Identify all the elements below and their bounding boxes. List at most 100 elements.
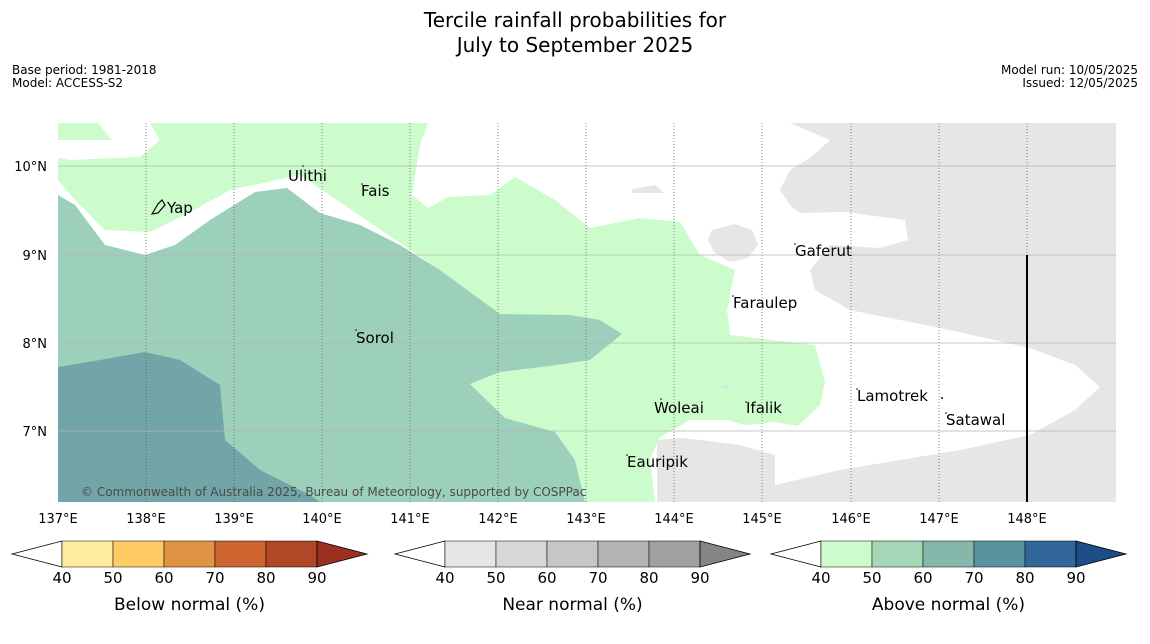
colorbar: 40 50 60 70 80 90 Near normal (%)	[393, 540, 752, 615]
place-label-yap: Yap	[166, 199, 193, 217]
place-labels: Ulithi Fais Yap Gaferut Faraulep Sorol L…	[166, 167, 1005, 471]
island-marker	[945, 412, 947, 414]
colorbar-extension-high	[1075, 540, 1128, 568]
place-label-sorol: Sorol	[356, 329, 394, 347]
colorbar-extension-high	[699, 540, 752, 568]
island-marker	[355, 329, 357, 331]
model-name: Model: ACCESS-S2	[12, 76, 124, 90]
place-label-gaferut: Gaferut	[795, 242, 852, 260]
colorbar-tick-label: 90	[307, 569, 326, 587]
colorbar-segment	[163, 540, 216, 568]
yap-island-shape	[150, 199, 166, 215]
colorbar-title: Near normal (%)	[502, 595, 642, 615]
latitude-label: 9°N	[23, 249, 48, 264]
colorbar-extension-high	[316, 540, 369, 568]
longitude-label: 148°E	[1007, 512, 1047, 527]
longitude-label: 146°E	[831, 512, 871, 527]
meta-right: Model run: 10/05/2025 Issued: 12/05/2025	[1001, 64, 1138, 90]
latitude-labels: 10°N 9°N 8°N 7°N	[14, 160, 47, 440]
copyright-note: © Commonwealth of Australia 2025, Bureau…	[81, 485, 586, 499]
colorbar-tick-label: 80	[1015, 569, 1034, 587]
island-marker	[745, 401, 747, 403]
colorbar-segment	[973, 540, 1026, 568]
colorbar-tick-label: 50	[486, 569, 505, 587]
longitude-label: 143°E	[566, 512, 606, 527]
latitude-label: 7°N	[23, 425, 48, 440]
colorbar-title: Below normal (%)	[114, 595, 265, 615]
map-title: Tercile rainfall probabilities for July …	[0, 8, 1150, 58]
title-line-1: Tercile rainfall probabilities for	[423, 8, 727, 32]
colorbar-segment	[265, 540, 318, 568]
colorbar-tick-label: 80	[256, 569, 275, 587]
above-normal-50-region	[58, 123, 825, 502]
colorbar-segment	[648, 540, 701, 568]
place-label-fais: Fais	[361, 182, 390, 200]
longitude-label: 139°E	[214, 512, 254, 527]
colorbar-segment	[820, 540, 873, 568]
colorbar-tick-label: 60	[537, 569, 556, 587]
island-markers	[302, 165, 947, 456]
colorbar-tick-label: 40	[52, 569, 71, 587]
longitude-label: 144°E	[654, 512, 694, 527]
place-label-eauripik: Eauripik	[627, 453, 688, 471]
longitude-label: 147°E	[919, 512, 959, 527]
colorbar-tick-label: 80	[639, 569, 658, 587]
longitude-label: 142°E	[478, 512, 518, 527]
island-marker	[660, 398, 662, 400]
colorbar-tick-label: 60	[913, 569, 932, 587]
place-label-lamotrek: Lamotrek	[857, 387, 928, 405]
island-marker	[302, 165, 304, 167]
colorbar-segment	[495, 540, 548, 568]
issued-date: Issued: 12/05/2025	[1022, 76, 1138, 90]
colorbar-tick-label: 90	[690, 569, 709, 587]
island-marker	[941, 397, 943, 399]
place-label-ulithi: Ulithi	[288, 167, 327, 185]
model-run: Model run: 10/05/2025	[1000, 63, 1138, 77]
latitude-label: 10°N	[14, 160, 47, 175]
colorbar-extension-low	[393, 540, 446, 568]
island-marker	[626, 454, 628, 456]
colorbar-segment	[444, 540, 497, 568]
colorbar-tick-label: 70	[964, 569, 983, 587]
above-normal-70-region	[58, 352, 320, 502]
colorbar-tick-label: 60	[154, 569, 173, 587]
island-marker	[732, 295, 734, 297]
island-marker	[722, 385, 730, 389]
near-normal-patch-ne	[708, 224, 758, 262]
title-line-2: July to September 2025	[456, 33, 694, 57]
colorbar-tick-label: 50	[103, 569, 122, 587]
longitude-label: 137°E	[38, 512, 78, 527]
colorbar-segment	[1024, 540, 1077, 568]
legend-colorbars: 40 50 60 70 80 90 Below normal (%) 40 50 60 70 80 90…	[10, 540, 1128, 615]
longitude-label: 140°E	[302, 512, 342, 527]
colorbar-tick-label: 50	[862, 569, 881, 587]
colorbar-segment	[112, 540, 165, 568]
colorbar-tick-label: 40	[811, 569, 830, 587]
colorbar-tick-label: 70	[205, 569, 224, 587]
near-normal-patch-north	[632, 185, 664, 193]
map-fills	[58, 123, 1116, 502]
latitude-label: 8°N	[23, 337, 48, 352]
longitude-label: 145°E	[742, 512, 782, 527]
colorbar-extension-low	[769, 540, 822, 568]
colorbar-tick-label: 40	[435, 569, 454, 587]
longitude-label: 141°E	[390, 512, 430, 527]
island-marker	[794, 243, 796, 245]
place-label-ifalik: Ifalik	[746, 399, 782, 417]
colorbar: 40 50 60 70 80 90 Above normal (%)	[769, 540, 1128, 615]
place-label-woleai: Woleai	[654, 399, 704, 417]
colorbar-title: Above normal (%)	[872, 595, 1025, 615]
meta-left: Base period: 1981-2018 Model: ACCESS-S2	[12, 64, 157, 90]
place-label-satawal: Satawal	[946, 411, 1005, 429]
colorbar-segment	[871, 540, 924, 568]
longitude-labels: 137°E 138°E 139°E 140°E 141°E 142°E 143°E 144°E…	[38, 512, 1047, 527]
base-period: Base period: 1981-2018	[12, 63, 157, 77]
colorbar-segment	[214, 540, 267, 568]
colorbar-segment	[546, 540, 599, 568]
colorbar-segment	[597, 540, 650, 568]
place-label-faraulep: Faraulep	[733, 294, 797, 312]
near-normal-region-south	[657, 438, 775, 502]
island-marker	[361, 183, 363, 185]
gridlines	[58, 123, 1116, 502]
